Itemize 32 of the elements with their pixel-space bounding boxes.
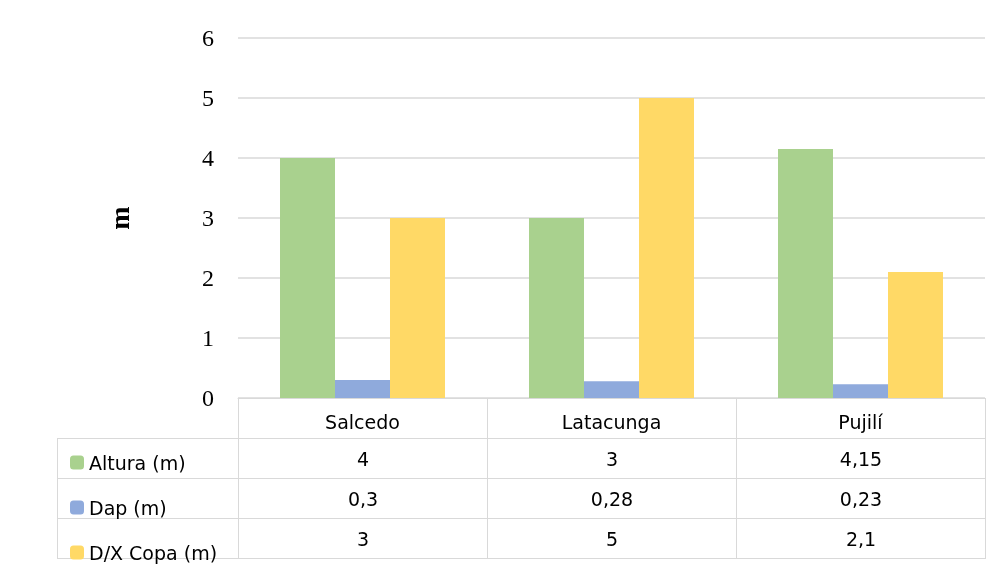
y-tick-label: 5: [202, 85, 214, 111]
legend-label: Altura (m): [89, 451, 186, 474]
y-tick-label: 6: [202, 25, 214, 51]
legend-label: D/X Copa (m): [89, 541, 218, 564]
bar: [639, 98, 694, 398]
y-tick-label: 0: [202, 385, 214, 411]
data-label: 0,23: [736, 478, 986, 519]
data-label: 3: [487, 438, 737, 479]
bar: [888, 272, 943, 398]
bar: [778, 149, 833, 398]
y-tick-label: 4: [202, 145, 214, 171]
bar: [584, 381, 639, 398]
bar: [833, 384, 888, 398]
legend-label: Dap (m): [89, 496, 167, 519]
bar: [280, 158, 335, 398]
x-tick-label: Pujilí: [838, 410, 884, 433]
y-tick-label: 1: [202, 325, 214, 351]
data-label: 4: [238, 438, 488, 479]
data-label: 5: [487, 518, 737, 559]
bar: [390, 218, 445, 398]
y-tick-label: 3: [202, 205, 214, 231]
data-label: 2,1: [736, 518, 986, 559]
x-tick-label: Latacunga: [561, 410, 662, 433]
data-label: 3: [238, 518, 488, 559]
data-label: 4,15: [736, 438, 986, 479]
bar: [529, 218, 584, 398]
data-label: 0,3: [238, 478, 488, 519]
bar: [335, 380, 390, 398]
y-axis-title: m: [103, 206, 135, 230]
y-tick-label: 2: [202, 265, 214, 291]
x-tick-label: Salcedo: [325, 410, 400, 433]
data-label: 0,28: [487, 478, 737, 519]
